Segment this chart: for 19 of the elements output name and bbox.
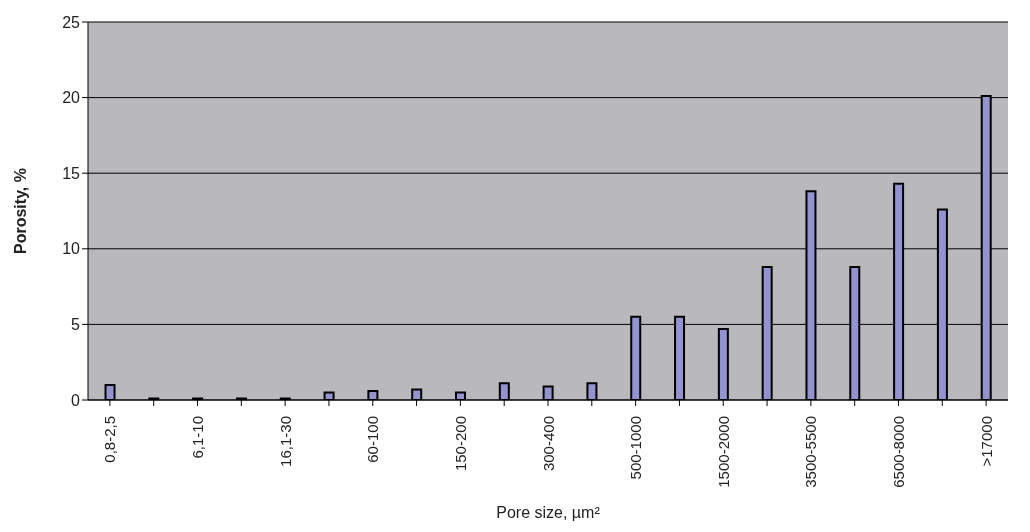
x-tick-label: 0,8-2,5 (101, 416, 119, 463)
x-tick-label: 300-400 (539, 416, 557, 472)
y-axis-title: Porosity, % (11, 168, 29, 254)
x-tick-label: >17000 (977, 416, 995, 467)
x-tick-label: 150-200 (451, 416, 469, 472)
x-tick-label: 60-100 (364, 416, 382, 463)
y-tick-label: 15 (62, 164, 81, 182)
x-axis-title: Pore size, µm² (496, 504, 601, 521)
y-tick-label: 25 (62, 13, 81, 31)
y-tick-label: 20 (62, 89, 81, 107)
y-tick-label: 10 (62, 240, 81, 258)
x-tick-label: 3500-5500 (802, 416, 820, 488)
y-tick-label: 0 (71, 391, 81, 409)
x-tick-label: 6500-8000 (889, 416, 907, 488)
x-tick-label: 16,1-30 (276, 416, 294, 467)
y-tick-label: 5 (71, 316, 81, 334)
x-tick-label: 500-1000 (627, 416, 645, 480)
x-tick-label: 1500-2000 (714, 416, 732, 488)
x-tick-label: 6,1-10 (189, 416, 207, 459)
